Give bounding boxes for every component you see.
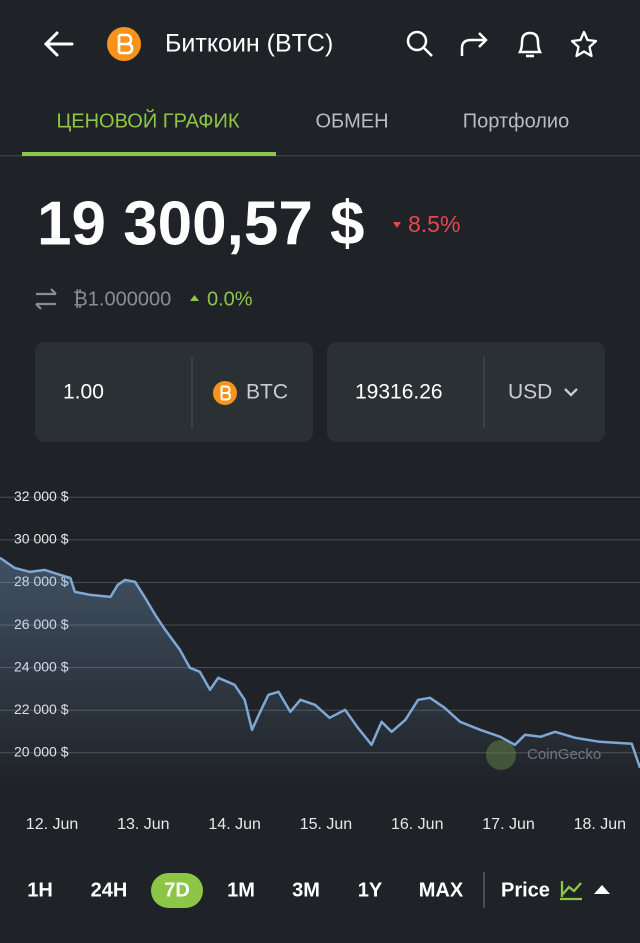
y-tick-label: 30 000 $	[14, 531, 69, 547]
to-box[interactable]	[327, 342, 605, 442]
up-arrow	[190, 295, 199, 301]
favorite-button[interactable]	[570, 30, 598, 58]
expand-toggle[interactable]	[594, 885, 610, 894]
range-button[interactable]: MAX	[419, 879, 464, 901]
tab-divider	[0, 155, 640, 157]
currency-dropdown[interactable]	[564, 388, 578, 397]
range-button[interactable]: 3M	[292, 879, 320, 901]
tab[interactable]: Портфолио	[463, 110, 569, 132]
x-tick-label: 18. Jun	[574, 816, 626, 833]
price-chart: 20 000 $22 000 $24 000 $26 000 $28 000 $…	[0, 488, 640, 833]
btc-change: 0.0%	[207, 288, 253, 310]
price: 19 300,57 $	[37, 189, 365, 258]
alert-button[interactable]	[517, 31, 543, 58]
y-tick-label: 32 000 $	[14, 488, 69, 504]
to-currency[interactable]: USD	[508, 381, 552, 404]
x-tick-label: 14. Jun	[208, 816, 260, 833]
range-button[interactable]: 1H	[27, 879, 53, 901]
from-amount[interactable]: 1.00	[63, 381, 104, 404]
range-button[interactable]: 1Y	[358, 879, 383, 901]
range-button[interactable]: 7D	[164, 879, 190, 901]
range-button[interactable]: 24H	[91, 879, 128, 901]
back-button[interactable]	[43, 31, 74, 57]
from-currency: BTC	[246, 381, 288, 404]
bitcoin-icon	[213, 381, 237, 405]
down-arrow	[393, 222, 401, 228]
tab-indicator	[22, 152, 276, 156]
range-selector: 1H 24H 7D 1M 3M 1Y MAX	[27, 873, 464, 908]
x-tick-label: 13. Jun	[117, 816, 169, 833]
price-change: 8.5%	[408, 211, 460, 237]
btc-amount: ₿1.000000	[73, 288, 171, 310]
price-line	[0, 556, 640, 769]
x-tick-label: 15. Jun	[300, 816, 352, 833]
bitcoin-icon	[107, 27, 141, 61]
price-area	[0, 557, 640, 789]
x-tick-label: 12. Jun	[26, 816, 78, 833]
tab[interactable]: ЦЕНОВОЙ ГРАФИК	[56, 108, 239, 132]
range-button[interactable]: 1M	[227, 879, 255, 901]
from-box[interactable]	[35, 342, 313, 442]
to-amount[interactable]: 19316.26	[355, 381, 443, 404]
tab[interactable]: ОБМЕН	[315, 110, 388, 132]
search-button[interactable]	[406, 30, 433, 57]
metric-selector[interactable]: Price	[501, 879, 550, 901]
page-title: Биткоин (BTC)	[165, 30, 333, 58]
share-button[interactable]	[460, 32, 488, 56]
swap-icon	[35, 288, 57, 310]
chart-type-icon[interactable]	[560, 881, 582, 901]
range-highlight	[151, 873, 203, 908]
x-tick-label: 17. Jun	[482, 816, 534, 833]
x-tick-label: 16. Jun	[391, 816, 443, 833]
